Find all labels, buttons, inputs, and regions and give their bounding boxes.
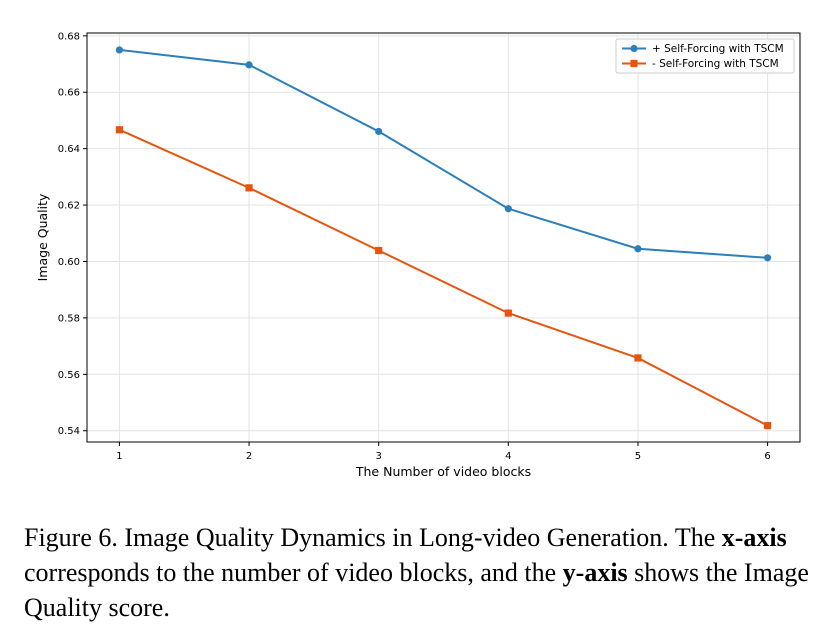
caption-text-1: Figure 6. Image Quality Dynamics in Long… <box>24 523 722 552</box>
x-tick-label: 4 <box>505 451 511 462</box>
figure-caption: Figure 6. Image Quality Dynamics in Long… <box>24 520 814 625</box>
legend-marker <box>630 44 638 53</box>
legend: + Self-Forcing with TSCM - Self-Forcing w… <box>615 38 795 74</box>
y-tick-label: 0.66 <box>58 88 80 99</box>
data-point <box>634 354 642 362</box>
y-tick-label: 0.56 <box>58 370 80 381</box>
data-point <box>245 184 253 192</box>
caption-text-3: shows the Image Quality score. <box>24 558 809 622</box>
y-axis-label: Image Quality <box>35 193 50 281</box>
data-point <box>763 422 772 430</box>
data-point <box>504 205 512 213</box>
legend-marker <box>630 59 638 68</box>
series-layer <box>115 46 772 430</box>
legend-entry: - Self-Forcing with TSCM <box>622 58 779 70</box>
legend-box <box>615 38 795 74</box>
axis-ticks: 1 2 3 4 5 6 0.54 0.56 0.58 0.60 0.62 0.64 0.66 0.68 <box>58 31 771 462</box>
y-tick-label: 0.60 <box>58 257 80 268</box>
caption-bold-y-axis: y-axis <box>562 558 628 587</box>
x-tick-label: 5 <box>635 451 641 462</box>
plot-area-frame <box>86 32 801 443</box>
data-point <box>375 127 383 136</box>
x-tick-label: 6 <box>764 451 770 462</box>
legend-label: - Self-Forcing with TSCM <box>652 58 779 70</box>
grid-lines <box>87 33 800 442</box>
legend-entry: + Self-Forcing with TSCM <box>622 43 784 55</box>
line-chart: 1 2 3 4 5 6 0.54 0.56 0.58 0.60 0.62 0.64 0.66 0.68 T… <box>35 31 801 479</box>
y-tick-label: 0.64 <box>58 144 80 155</box>
series-2 <box>115 126 772 430</box>
data-point <box>245 61 253 69</box>
series-line <box>119 128 769 427</box>
x-axis-label: The Number of video blocks <box>355 464 531 479</box>
series-1 <box>115 46 772 262</box>
y-tick-label: 0.68 <box>58 31 80 42</box>
x-tick-label: 1 <box>116 451 122 462</box>
caption-bold-x-axis: x-axis <box>721 523 787 552</box>
data-point <box>375 246 383 255</box>
y-tick-label: 0.62 <box>58 201 80 212</box>
data-point <box>115 126 124 134</box>
caption-text-2: corresponds to the number of video block… <box>24 558 563 587</box>
series-line <box>119 48 768 259</box>
data-point <box>763 254 772 262</box>
y-tick-label: 0.54 <box>58 426 80 437</box>
data-point <box>504 309 512 317</box>
legend-label: + Self-Forcing with TSCM <box>652 43 784 55</box>
y-tick-label: 0.58 <box>58 313 80 324</box>
x-tick-label: 2 <box>246 451 252 462</box>
x-tick-label: 3 <box>375 451 381 462</box>
data-point <box>115 46 124 54</box>
data-point <box>634 245 642 253</box>
